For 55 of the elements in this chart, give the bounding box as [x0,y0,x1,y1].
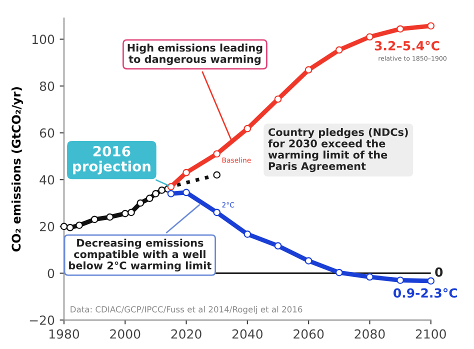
point [182,168,190,176]
point [396,276,404,284]
point [60,222,68,230]
x-tick-label: 2060 [294,329,324,339]
x-tick-label: 2000 [110,329,140,339]
x-tick-label: 2080 [354,329,385,339]
point [66,224,74,232]
point [366,273,374,281]
point [213,150,221,158]
point [427,277,435,285]
point [335,268,343,276]
annotation: 2016 projection [73,146,150,174]
y-tick-label: −20 [30,316,54,325]
point [244,230,252,238]
point [182,188,190,196]
point [427,22,435,30]
point [167,182,175,190]
point [121,210,129,218]
point [304,257,312,265]
point [136,199,144,207]
y-tick-label: 60 [40,128,54,138]
x-tick-label: 2100 [416,329,446,339]
x-tick-label: 2040 [232,329,263,339]
y-tick-label: 40 [40,175,54,185]
point [396,25,404,33]
point [90,216,98,224]
ref-line-label: 0 [435,267,443,277]
annotation: 3.2–5.4°C [374,40,440,50]
point [213,171,221,179]
point [335,46,343,54]
y-tick-label: 80 [40,81,54,91]
point [76,222,83,229]
y-tick-label: 20 [40,222,54,232]
point [274,95,282,103]
x-tick-label: 1980 [49,329,80,339]
point [152,190,160,198]
annotation: Decreasing emissions compatible with a well below 2°C warming limit [69,238,212,272]
annotation: Data: CDIAC/GCP/IPCC/Fuss et al 2014/Rogelj et al 2016 [70,306,302,314]
y-axis-title: CO₂ emissions (GtCO₂/yr) [12,87,24,252]
y-tick-label: 100 [32,34,54,44]
point [304,66,312,74]
point [128,208,135,216]
point [167,190,175,198]
point [213,208,221,216]
annotation: High emissions leading to dangerous warming [128,44,262,66]
point [106,213,114,221]
y-tick-label: 0 [48,268,54,278]
annotation: Country pledges (NDCs) for 2030 exceed the warming limit of the Paris Agreement [268,128,408,172]
point [244,124,252,132]
point [366,33,374,41]
point [274,242,282,250]
x-tick-label: 2020 [171,329,202,339]
point [158,186,166,194]
point [146,194,154,202]
annotation: 0.9-2.3°C [394,288,458,298]
